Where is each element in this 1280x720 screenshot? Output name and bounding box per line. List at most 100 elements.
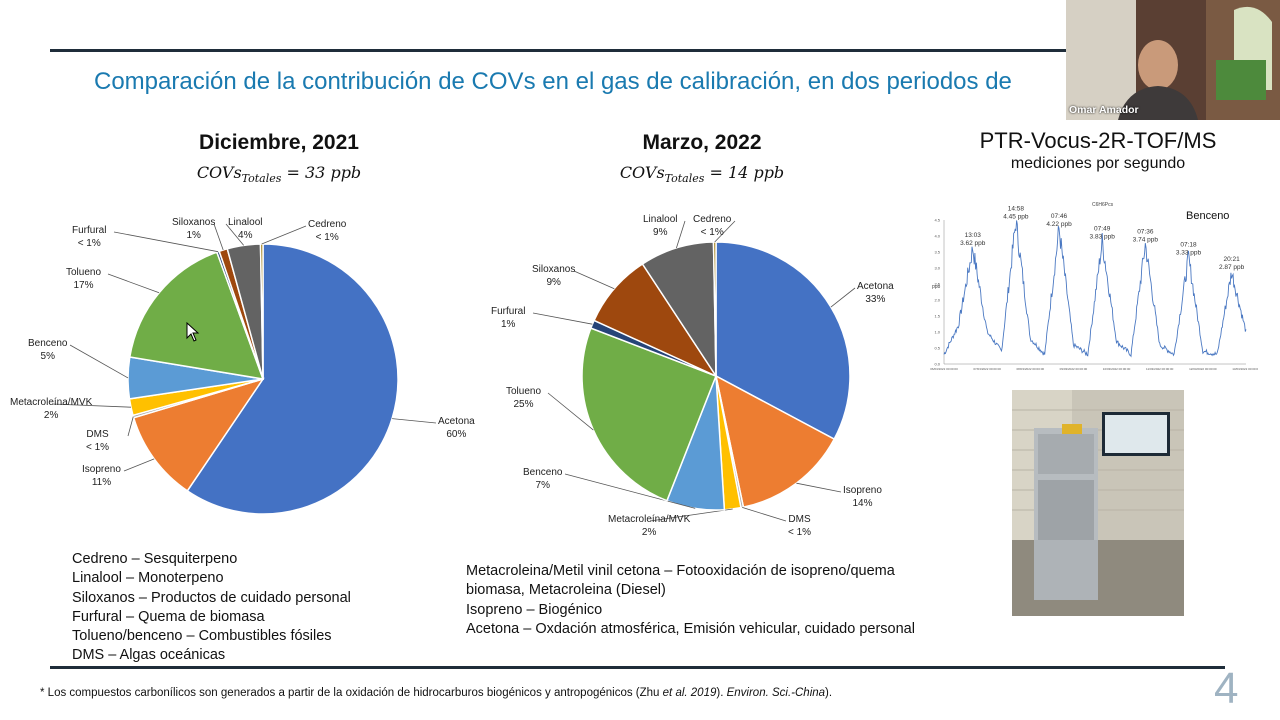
slice-value-label: 9% — [546, 277, 561, 288]
note-line: Furfural – Quema de biomasa — [72, 608, 265, 625]
peak-time: 07:49 — [1094, 225, 1111, 232]
y-axis-label: ppb — [932, 284, 941, 290]
mar-leader-line — [573, 270, 615, 290]
dec-label-furfural: Furfural < 1% — [72, 224, 106, 250]
dec-label-dms: DMS < 1% — [86, 428, 109, 454]
series-label: Benceno — [1186, 210, 1229, 222]
note-line: Linalool – Monoterpeno — [72, 570, 224, 587]
slice-value-label: 60% — [446, 429, 467, 440]
y-tick-label: 1.0 — [934, 330, 940, 335]
slice-value-label: < 1% — [86, 442, 110, 453]
slice-value-label: 1% — [501, 319, 516, 330]
left-chart-title: Diciembre, 2021 — [199, 131, 359, 154]
x-tick-label: 06/03/2022 00:00:00 — [930, 367, 958, 371]
mar-label-tolueno: Tolueno 25% — [506, 385, 541, 411]
peak-time: 07:46 — [1051, 213, 1068, 220]
slice-value-label: 1% — [186, 230, 201, 241]
dec-slice-tolueno — [128, 251, 265, 380]
dec-leader-line — [225, 223, 245, 246]
dec-leader-line — [213, 223, 224, 251]
y-tick-label: 0.5 — [934, 346, 940, 351]
mar-leader-line — [564, 473, 696, 509]
mar-label-dms: DMS < 1% — [788, 513, 811, 539]
slice-value-label: < 1% — [700, 227, 724, 238]
slice-category-label: Siloxanos — [532, 264, 576, 275]
slice-value-label: 4% — [238, 230, 253, 241]
x-tick-label: 12/03/2022 00:00:00 — [1189, 367, 1217, 371]
header-rule — [50, 49, 1225, 52]
plot-axes — [943, 220, 1246, 365]
slide-title: Comparación de la contribución de COVs e… — [94, 68, 1012, 95]
dec-leader-line — [261, 225, 307, 245]
dec-leader-line — [392, 418, 437, 424]
peak-time: 14:58 — [1008, 206, 1025, 213]
benzene-series-line — [943, 220, 1247, 358]
mar-label-siloxanos: Siloxanos 9% — [532, 263, 575, 289]
slice-value-label: < 1% — [788, 527, 812, 538]
plot-header: C6H6Pcs — [1092, 202, 1114, 208]
dec-leader-line — [113, 231, 219, 253]
slice-category-label: Acetona — [857, 281, 894, 292]
mar-leader-line — [547, 392, 594, 431]
x-tick-label: 13/03/2022 00:00:00 — [1232, 367, 1258, 371]
peak-value: 3.33 ppb — [1176, 249, 1202, 256]
slice-category-label: Furfural — [491, 306, 526, 317]
left-chart-formula: COVsTotales = 33 ppb — [196, 163, 362, 186]
slice-value-label: 25% — [513, 399, 534, 410]
dec-label-benceno: Benceno 5% — [28, 337, 67, 363]
slice-category-label: Metacroleína/MVK — [10, 397, 93, 408]
dec-leader-line — [69, 344, 129, 379]
slice-category-label: Tolueno — [66, 267, 102, 278]
peak-value: 4.45 ppb — [1003, 214, 1029, 221]
slice-category-label: Furfural — [72, 225, 107, 236]
participant-video[interactable]: Omar Amador — [1066, 0, 1280, 120]
note-line: biomasa, Metacroleina (Diesel) — [466, 582, 666, 599]
peak-annotation: 14:584.45 ppb — [1003, 206, 1029, 221]
x-tick-label: 11/03/2022 00:00:00 — [1146, 367, 1174, 371]
y-tick-label: 1.5 — [934, 314, 940, 319]
mar-label-acetona: Acetona 33% — [857, 280, 894, 306]
slice-category-label: DMS — [788, 514, 811, 525]
slice-value-label: 11% — [91, 477, 112, 488]
note-line: Tolueno/benceno – Combustibles fósiles — [72, 628, 332, 645]
dec-label-metacroleina-mvk: Metacroleína/MVK 2% — [10, 396, 92, 422]
peak-time: 07:18 — [1180, 241, 1197, 248]
note-line: Acetona – Oxdación atmosférica, Emisión … — [466, 620, 915, 637]
participant-name: Omar Amador — [1069, 104, 1139, 116]
x-tick-label: 08/03/2022 00:00:00 — [1017, 367, 1045, 371]
dec-label-acetona: Acetona 60% — [438, 415, 475, 441]
dec-slice-acetona — [186, 243, 399, 515]
slice-value-label: 7% — [535, 480, 550, 491]
peak-annotation: 07:363.74 ppb — [1133, 228, 1159, 243]
peak-value: 3.62 ppb — [960, 240, 986, 247]
slice-category-label: Metacroleína/MVK — [608, 514, 691, 525]
pie-charts — [51, 220, 856, 522]
slice-category-label: Isopreno — [843, 485, 882, 496]
mar-label-furfural: Furfural 1% — [491, 305, 525, 331]
y-tick-label: 0.0 — [934, 362, 940, 367]
footer-rule — [50, 666, 1225, 669]
instrument-photo — [1012, 390, 1184, 616]
note-line: Isopreno – Biogénico — [466, 601, 603, 618]
slice-value-label: 2% — [43, 410, 59, 421]
dec-label-cedreno: Cedreno < 1% — [308, 218, 346, 244]
mar-leader-line — [742, 507, 787, 522]
peak-annotation: 07:183.33 ppb — [1176, 241, 1202, 256]
dec-label-siloxanos: Siloxanos 1% — [172, 216, 215, 242]
notes-left: Cedreno – Sesquiterpeno Linalool – Monot… — [72, 550, 351, 666]
mar-leader-line — [676, 220, 686, 249]
right-chart-title: Marzo, 2022 — [642, 131, 762, 154]
dec-label-tolueno: Tolueno 17% — [66, 266, 101, 292]
ptr-subtitle: mediciones por segundo — [1010, 155, 1186, 172]
slice-category-label: Acetona — [438, 416, 475, 427]
mar-leader-line — [830, 287, 856, 308]
slice-category-label: Cedreno — [308, 219, 347, 230]
slice-category-label: Benceno — [28, 338, 68, 349]
mar-slice-acetona — [715, 241, 851, 441]
mar-leader-line — [796, 482, 842, 493]
mar-label-metacroleina-mvk: Metacroleína/MVK 2% — [608, 513, 690, 539]
peak-time: 20:21 — [1223, 256, 1240, 263]
mar-label-benceno: Benceno 7% — [523, 466, 562, 492]
dec-leader-line — [123, 458, 155, 472]
x-tick-label: 09/03/2022 00:00:00 — [1060, 367, 1088, 371]
